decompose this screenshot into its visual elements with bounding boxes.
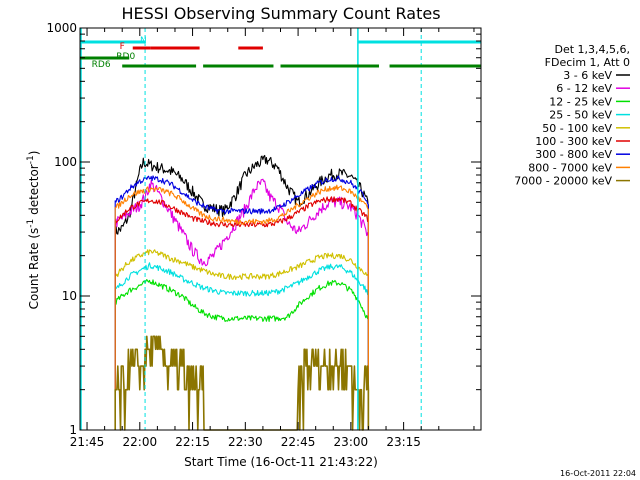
x-tick-label-0: 21:45: [70, 435, 105, 449]
y-tick-label-1: 10: [62, 289, 77, 303]
legend-label-3: 25 - 50 keV: [549, 109, 612, 122]
legend: Det 1,3,4,5,6, FDecim 1, Att 0 3 - 6 keV…: [514, 43, 630, 188]
chart-title: HESSI Observing Summary Count Rates: [121, 4, 440, 23]
series-line-3: [114, 262, 369, 430]
y-axis-label-sup2: -1: [26, 155, 36, 164]
legend-label-2: 12 - 25 keV: [549, 95, 612, 108]
y-tick-label-0: 1: [69, 423, 77, 437]
y-tick-label-2: 100: [54, 155, 77, 169]
x-tick-label-1: 22:00: [123, 435, 158, 449]
x-axis-label: Start Time (16-Oct-11 21:43:22): [184, 455, 378, 469]
legend-label-8: 7000 - 20000 keV: [514, 175, 612, 188]
y-tick-label-3: 1000: [46, 21, 77, 35]
y-axis-label-end: ): [27, 151, 41, 156]
legend-label-5: 100 - 300 keV: [535, 135, 612, 148]
x-tick-label-3: 22:30: [228, 435, 263, 449]
state-bar-label-N: N: [140, 36, 147, 46]
series-line-6: [114, 175, 369, 430]
x-tick-label-2: 22:15: [175, 435, 210, 449]
series-line-5: [114, 196, 369, 430]
x-tick-label-5: 23:00: [334, 435, 369, 449]
y-axis-label-sup1: -1: [26, 219, 36, 228]
x-tick-label-4: 22:45: [281, 435, 316, 449]
y-axis-label: Count Rate (s-1 detector-1): [26, 151, 41, 310]
legend-label-7: 800 - 7000 keV: [528, 161, 612, 174]
legend-header-line-1: Det 1,3,4,5,6,: [554, 43, 630, 56]
x-tick-label-6: 23:15: [386, 435, 421, 449]
footer-timestamp: 16-Oct-2011 22:04: [560, 469, 636, 478]
series-line-1: [114, 178, 369, 430]
legend-label-6: 300 - 800 keV: [535, 148, 612, 161]
series-line-4: [114, 249, 369, 430]
state-bar-label-RD6: RD6: [92, 60, 111, 70]
state-bar-label-F: F: [120, 42, 125, 52]
series-line-8: [114, 335, 370, 431]
y-axis-label-mid: detector: [27, 164, 41, 219]
legend-label-4: 50 - 100 keV: [542, 122, 612, 135]
series-line-2: [114, 279, 369, 430]
axes: 21:45 22:00 22:15 22:30 22:45 23:00 23:15 1 10 10…: [46, 21, 482, 449]
state-bar-label-RD0: RD0: [116, 52, 135, 62]
series-line-7: [114, 184, 369, 430]
legend-header-line-2: FDecim 1, Att 0: [545, 56, 630, 69]
legend-label-0: 3 - 6 keV: [563, 69, 612, 82]
y-axis-label-main: Count Rate (s: [27, 228, 41, 310]
series-line-0: [114, 154, 369, 430]
legend-label-1: 6 - 12 keV: [556, 82, 612, 95]
